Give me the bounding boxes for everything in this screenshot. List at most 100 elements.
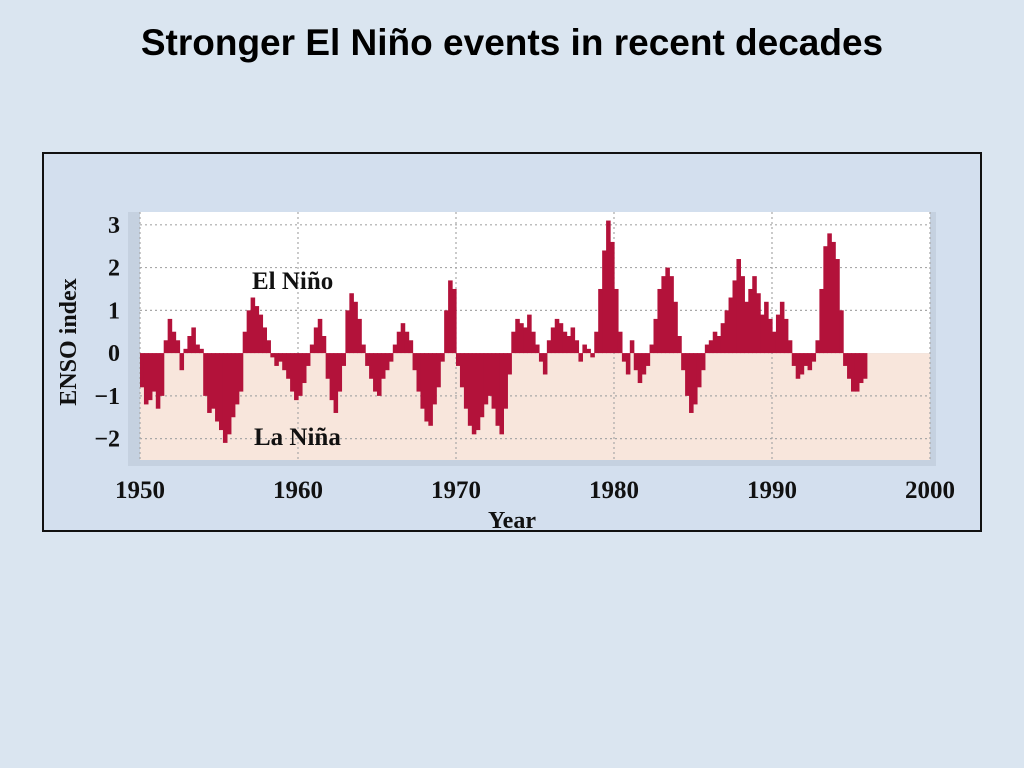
enso-bar [819, 288, 824, 354]
enso-bar [768, 318, 773, 354]
enso-bar [207, 353, 212, 413]
enso-bar [448, 280, 453, 354]
enso-bar [503, 353, 508, 409]
enso-bar [483, 353, 489, 405]
enso-bar [384, 353, 390, 371]
enso-bar [187, 336, 192, 354]
enso-bar [380, 353, 386, 379]
x-tick-label: 2000 [905, 477, 955, 504]
enso-bar [432, 353, 437, 405]
enso-bar [835, 259, 840, 354]
enso-bar [803, 353, 809, 366]
enso-bar [574, 340, 580, 354]
enso-bar [700, 353, 706, 371]
enso-bar [677, 336, 682, 354]
enso-bar [538, 353, 544, 362]
enso-bar [495, 353, 501, 426]
enso-bar [578, 353, 583, 362]
enso-bar [732, 280, 738, 354]
enso-bar [736, 259, 741, 354]
el-nino-label: El Niño [252, 268, 333, 295]
enso-bar [657, 288, 662, 354]
y-tick-label: 1 [108, 298, 120, 324]
enso-bar [661, 276, 666, 354]
enso-bar [167, 318, 173, 354]
enso-chart: 3 2 1 0 −1 −2 1950 1960 1970 1980 1990 2000 El Niñ… [56, 212, 955, 530]
x-tick-label: 1980 [589, 477, 639, 504]
enso-bar [673, 301, 678, 354]
enso-bar [325, 353, 331, 379]
x-axis-label: Year [488, 508, 536, 530]
enso-bar [404, 331, 410, 354]
enso-bar [222, 353, 228, 443]
enso-bar [226, 353, 232, 435]
enso-bar [191, 327, 196, 354]
enso-bar [669, 276, 674, 354]
enso-bar [361, 344, 366, 354]
enso-bar [463, 353, 469, 409]
enso-bar [740, 276, 745, 354]
enso-bar [519, 323, 524, 354]
enso-bar [653, 318, 659, 354]
enso-bar [617, 331, 623, 354]
enso-bar [171, 331, 177, 354]
enso-bar [270, 353, 275, 358]
enso-bar [424, 353, 429, 422]
enso-bar [744, 301, 749, 354]
y-axis: 3 2 1 0 −1 −2 [94, 213, 120, 453]
enso-bar [365, 353, 370, 366]
enso-bar [163, 340, 169, 354]
enso-bar [290, 353, 295, 392]
enso-bar [377, 353, 382, 396]
enso-bar [795, 353, 801, 379]
enso-bar [151, 353, 157, 392]
enso-bar [396, 331, 402, 354]
enso-bar [602, 250, 607, 354]
enso-bar [523, 327, 528, 354]
enso-bar [511, 331, 516, 354]
enso-bar [420, 353, 425, 409]
enso-bar [823, 246, 828, 354]
enso-bar [341, 353, 346, 366]
enso-bar [764, 301, 769, 354]
slide-title: Stronger El Niño events in recent decade… [140, 22, 884, 63]
enso-bar [286, 353, 291, 379]
x-axis: 1950 1960 1970 1980 1990 2000 [115, 477, 955, 504]
enso-bar [515, 318, 520, 354]
enso-bar [428, 353, 433, 426]
enso-bar [752, 276, 757, 354]
enso-bar [238, 353, 244, 392]
enso-bar [858, 353, 864, 384]
enso-bar [183, 348, 188, 354]
enso-bar [724, 310, 730, 354]
enso-bar [487, 353, 493, 396]
enso-bar [531, 331, 536, 354]
y-tick-label: 2 [108, 256, 120, 282]
enso-bar [373, 353, 378, 392]
enso-bar [641, 353, 647, 375]
grid [139, 212, 931, 460]
enso-bar [665, 267, 670, 354]
enso-bar [230, 353, 236, 418]
enso-bar [685, 353, 690, 396]
enso-bar [645, 353, 651, 366]
enso-bar [353, 301, 358, 354]
enso-bar [787, 340, 793, 354]
enso-bar [799, 353, 805, 375]
enso-bar [716, 336, 722, 354]
enso-bar [329, 353, 335, 401]
enso-bar [475, 353, 481, 431]
enso-bar [807, 353, 813, 371]
enso-bar [712, 331, 718, 354]
enso-bar [400, 323, 406, 354]
enso-bar [546, 340, 552, 354]
enso-bar [554, 318, 560, 354]
enso-bar [720, 323, 726, 354]
enso-bar [349, 293, 354, 354]
enso-bar [693, 353, 698, 405]
enso-bar [815, 340, 820, 354]
enso-bar [582, 344, 587, 354]
enso-bar [321, 336, 327, 354]
enso-bar [416, 353, 422, 392]
enso-bar [479, 353, 485, 418]
